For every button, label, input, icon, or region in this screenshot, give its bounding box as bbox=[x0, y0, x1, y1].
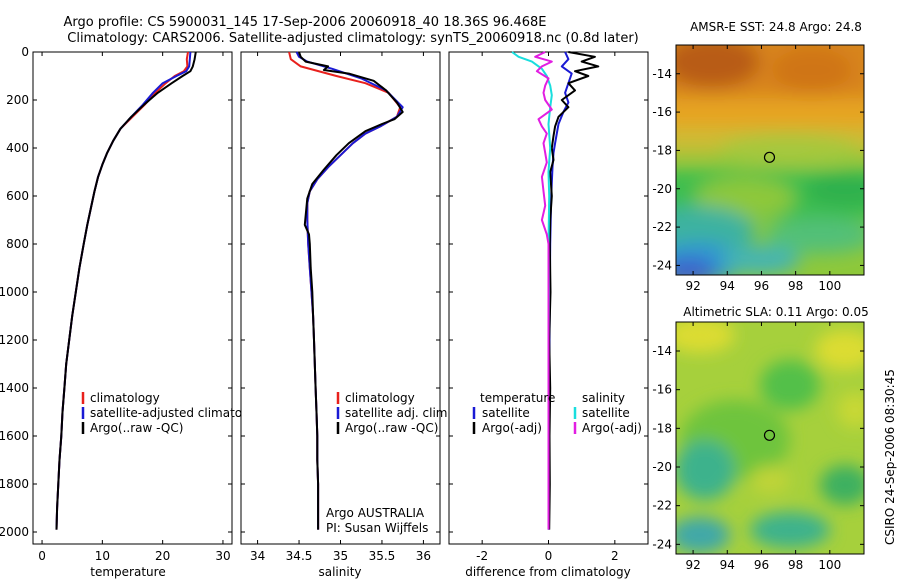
map-xtick-label: 98 bbox=[788, 279, 803, 293]
legend-temp-satellite: satellite bbox=[482, 406, 530, 420]
salinity-tick-labels: 34 34.5 35 35.5 36 bbox=[250, 52, 431, 563]
map-ytick-label: -20 bbox=[652, 182, 672, 196]
temperature-legend: climatology satellite-adjusted climatolo… bbox=[81, 391, 268, 435]
depth-tick-label: 400 bbox=[6, 141, 29, 155]
sla-map-ticks: 92 94 96 98 100 -14 -16 -18 -20 -22 -24 bbox=[652, 322, 864, 572]
map-xtick-label: 96 bbox=[754, 279, 769, 293]
map-ytick-label: -18 bbox=[652, 421, 672, 435]
xtick-label: 0 bbox=[545, 549, 553, 563]
difference-xlabel: difference from climatology bbox=[465, 565, 631, 579]
operator-label: Argo AUSTRALIA bbox=[326, 506, 425, 520]
sla-heatmap bbox=[676, 322, 864, 554]
depth-tick-label: 600 bbox=[6, 189, 29, 203]
argo-location-marker bbox=[763, 151, 776, 163]
map-ytick-label: -24 bbox=[652, 537, 672, 551]
salinity-panel: 34 34.5 35 35.5 36 salinity climatology sate… bbox=[240, 51, 451, 579]
series-line-argo-raw-qc- bbox=[298, 51, 404, 530]
depth-tick-label: 800 bbox=[6, 237, 29, 251]
legend-satellite-adj: satellite adj. clim. bbox=[345, 406, 451, 420]
depth-tick-label: 1000 bbox=[0, 285, 29, 299]
pi-label: PI: Susan Wijffels bbox=[326, 521, 428, 535]
temperature-axes-frame bbox=[32, 51, 233, 545]
legend-sal-argo: Argo(-adj) bbox=[582, 421, 642, 435]
legend-temp-argo: Argo(-adj) bbox=[482, 421, 542, 435]
xtick-label: 10 bbox=[95, 549, 110, 563]
depth-tick-label: 200 bbox=[6, 93, 29, 107]
map-xtick-label: 92 bbox=[685, 558, 700, 572]
xtick-label: 2 bbox=[611, 549, 619, 563]
map-ytick-label: -14 bbox=[652, 344, 672, 358]
sst-map-ticks: 92 94 96 98 100 -14 -16 -18 -20 -22 -24 bbox=[652, 45, 864, 293]
salinity-ytick-marks bbox=[241, 51, 440, 533]
difference-legend: temperature satellite Argo(-adj) salinit… bbox=[472, 391, 642, 435]
figure-title-line2: Climatology: CARS2006. Satellite-adjuste… bbox=[67, 31, 639, 46]
map-xtick-label: 98 bbox=[788, 558, 803, 572]
map-ytick-label: -16 bbox=[652, 383, 672, 397]
difference-series bbox=[511, 51, 600, 530]
salinity-axes-frame bbox=[240, 51, 441, 545]
map-xtick-label: 94 bbox=[720, 558, 735, 572]
xtick-label: 34.5 bbox=[286, 549, 313, 563]
map-ytick-label: -22 bbox=[652, 220, 672, 234]
sla-map-title: Altimetric SLA: 0.11 Argo: 0.05 bbox=[683, 305, 868, 319]
sst-map-panel: AMSR-E SST: 24.8 Argo: 24.8 92 94 96 bbox=[652, 20, 865, 293]
sst-map-frame bbox=[675, 44, 865, 276]
map-ytick-label: -22 bbox=[652, 499, 672, 513]
temperature-series bbox=[55, 51, 197, 530]
sst-map-title: AMSR-E SST: 24.8 Argo: 24.8 bbox=[690, 20, 862, 34]
legend-climatology: climatology bbox=[345, 391, 415, 405]
map-ytick-label: -14 bbox=[652, 67, 672, 81]
sla-map-frame bbox=[675, 321, 865, 555]
temperature-xlabel: temperature bbox=[90, 565, 165, 579]
difference-tick-labels: -2 0 2 bbox=[476, 52, 619, 563]
depth-tick-label: 1800 bbox=[0, 477, 29, 491]
sst-heatmap bbox=[676, 45, 864, 275]
map-xtick-label: 96 bbox=[754, 558, 769, 572]
map-ytick-label: -20 bbox=[652, 460, 672, 474]
map-ytick-label: -18 bbox=[652, 143, 672, 157]
map-xtick-label: 92 bbox=[685, 279, 700, 293]
legend-satellite-adjusted: satellite-adjusted climatology bbox=[90, 406, 268, 420]
map-xtick-label: 94 bbox=[720, 279, 735, 293]
legend-argo: Argo(..raw -QC) bbox=[90, 421, 183, 435]
xtick-label: 36 bbox=[416, 549, 431, 563]
depth-tick-label: 1600 bbox=[0, 429, 29, 443]
depth-tick-label: 1200 bbox=[0, 333, 29, 347]
xtick-label: -2 bbox=[476, 549, 488, 563]
figure-title-line1: Argo profile: CS 5900031_145 17-Sep-2006… bbox=[63, 15, 546, 30]
difference-ytick-marks bbox=[449, 51, 648, 533]
map-ytick-label: -16 bbox=[652, 105, 672, 119]
legend-argo: Argo(..raw -QC) bbox=[345, 421, 438, 435]
sla-map-panel: Altimetric SLA: 0.11 Argo: 0.05 92 94 96 98… bbox=[652, 305, 868, 572]
csiro-timestamp-label: CSIRO 24-Sep-2006 08:30:45 bbox=[883, 369, 897, 545]
legend-salinity-header: salinity bbox=[582, 391, 625, 405]
salinity-series bbox=[288, 51, 404, 530]
xtick-label: 34 bbox=[250, 549, 265, 563]
xtick-label: 0 bbox=[38, 549, 46, 563]
legend-temperature-header: temperature bbox=[480, 391, 555, 405]
difference-panel: -2 0 2 difference from climatology tempera… bbox=[448, 51, 649, 579]
depth-tick-label: 0 bbox=[21, 45, 29, 59]
temperature-tick-labels: 0 10 20 30 bbox=[38, 52, 231, 563]
xtick-label: 35 bbox=[333, 549, 348, 563]
map-xtick-label: 100 bbox=[818, 279, 841, 293]
depth-tick-label: 2000 bbox=[0, 525, 29, 539]
map-ytick-label: -24 bbox=[652, 258, 672, 272]
depth-tick-labels: 0 200 400 600 800 1000 1200 1400 1600 1800 2000 bbox=[0, 45, 232, 539]
salinity-xlabel: salinity bbox=[318, 565, 361, 579]
map-xtick-label: 100 bbox=[818, 558, 841, 572]
xtick-label: 30 bbox=[215, 549, 230, 563]
xtick-label: 35.5 bbox=[369, 549, 396, 563]
series-line-salinity-argo-adj- bbox=[534, 51, 553, 530]
legend-climatology: climatology bbox=[90, 391, 160, 405]
depth-tick-label: 1400 bbox=[0, 381, 29, 395]
temperature-panel: 0 200 400 600 800 1000 1200 1400 1600 1800 2000 0 1… bbox=[0, 45, 268, 579]
legend-sal-satellite: satellite bbox=[582, 406, 630, 420]
xtick-label: 20 bbox=[155, 549, 170, 563]
series-line-argo-raw-qc- bbox=[55, 51, 197, 530]
argo-location-marker bbox=[763, 429, 776, 441]
salinity-legend: climatology satellite adj. clim. Argo(..… bbox=[336, 391, 451, 435]
